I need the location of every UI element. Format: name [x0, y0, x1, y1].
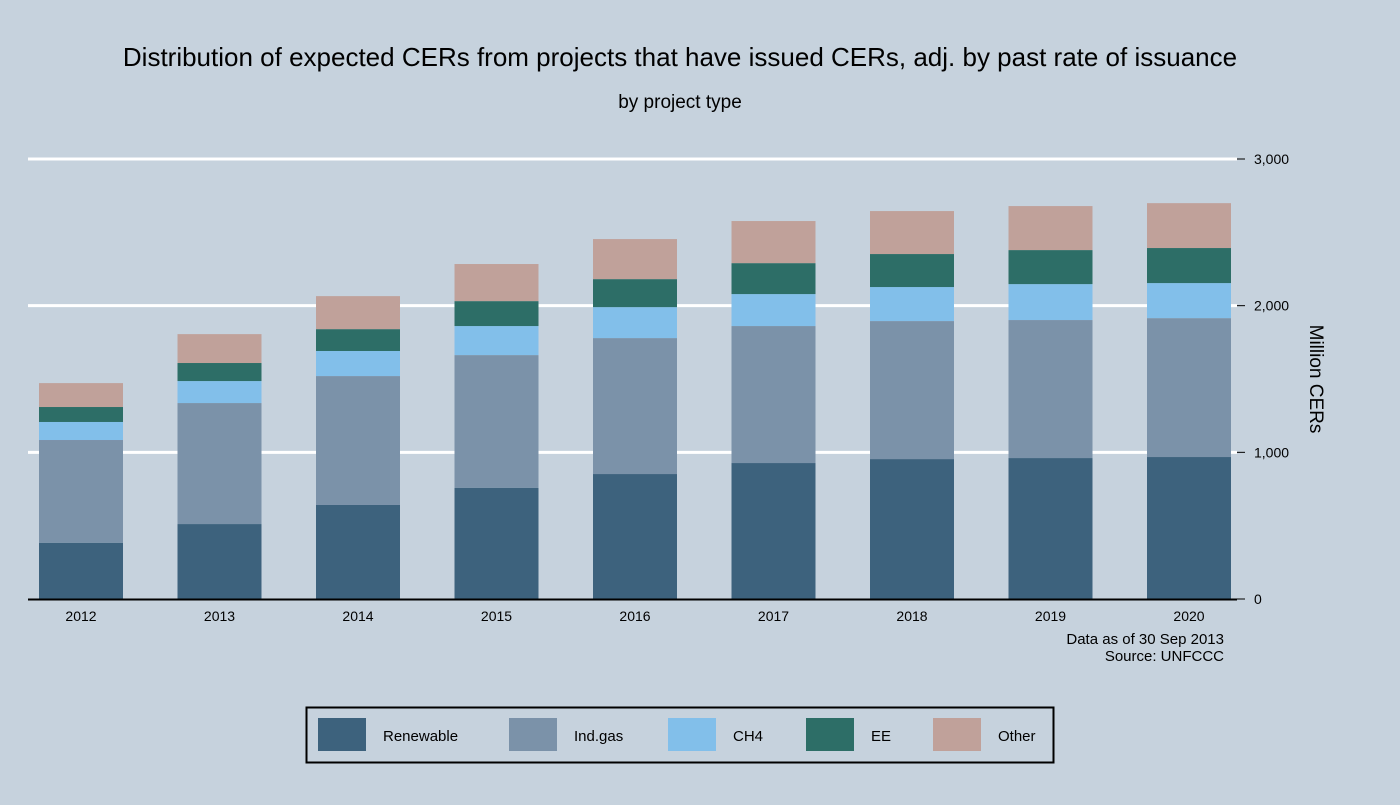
bar-ind-gas-2020	[1147, 318, 1231, 458]
bar-ind-gas-2017	[731, 326, 816, 464]
x-tick-label: 2018	[896, 608, 927, 624]
x-tick-label: 2013	[204, 608, 235, 624]
bar-renewable-2013	[177, 524, 262, 599]
bar-other-2012	[39, 383, 123, 408]
bar-renewable-2014	[316, 504, 400, 599]
bar-ee-2017	[731, 263, 816, 295]
annotation-data-date: Data as of 30 Sep 2013	[1066, 631, 1224, 648]
bar-ind-gas-2018	[870, 321, 954, 460]
bar-renewable-2017	[731, 463, 816, 599]
bar-other-2015	[454, 264, 539, 302]
bar-ch4-2017	[731, 294, 816, 327]
legend-label: EE	[871, 728, 891, 745]
bar-renewable-2020	[1147, 457, 1231, 599]
chart-title: Distribution of expected CERs from proje…	[123, 42, 1237, 72]
legend-label: Renewable	[383, 728, 458, 745]
bar-ch4-2015	[454, 326, 539, 356]
bar-other-2019	[1008, 206, 1093, 251]
bar-ch4-2019	[1008, 284, 1093, 321]
legend: Renewable Ind.gas CH4 EE Other	[305, 706, 1055, 764]
bar-renewable-2015	[454, 487, 539, 599]
legend-swatch-ee	[806, 718, 854, 751]
x-tick-label: 2017	[758, 608, 789, 624]
bar-ind-gas-2013	[177, 403, 262, 525]
bar-ee-2012	[39, 407, 123, 422]
bar-renewable-2019	[1008, 458, 1093, 599]
bar-renewable-2016	[593, 474, 677, 599]
bar-other-2014	[316, 296, 400, 330]
bar-ee-2014	[316, 329, 400, 351]
bar-ee-2020	[1147, 248, 1231, 284]
y-tick-label: 1,000	[1254, 444, 1289, 460]
annotation-source: Source: UNFCCC	[1105, 648, 1224, 665]
bar-ind-gas-2016	[593, 338, 677, 475]
bar-ee-2016	[593, 279, 677, 308]
bar-other-2016	[593, 239, 677, 280]
bars	[39, 203, 1231, 599]
y-tick-labels: 0 1,000 2,000 3,000	[1237, 151, 1289, 607]
x-tick-label: 2020	[1173, 608, 1204, 624]
legend-swatch-ind-gas	[509, 718, 557, 751]
legend-swatch-other	[933, 718, 981, 751]
bar-ee-2019	[1008, 250, 1093, 285]
legend-box	[305, 706, 1055, 764]
x-tick-label: 2019	[1035, 608, 1066, 624]
bar-ind-gas-2014	[316, 376, 400, 505]
x-tick-label: 2015	[481, 608, 512, 624]
bar-other-2018	[870, 211, 954, 255]
bar-ch4-2020	[1147, 283, 1231, 319]
bar-ch4-2014	[316, 350, 400, 377]
legend-label: CH4	[733, 728, 763, 745]
x-tick-label: 2016	[619, 608, 650, 624]
legend-swatch-renewable	[318, 718, 366, 751]
x-tick-label: 2012	[65, 608, 96, 624]
bar-ee-2018	[870, 254, 954, 288]
y-tick-label: 2,000	[1254, 298, 1289, 314]
bar-other-2017	[731, 221, 816, 264]
bar-other-2013	[177, 334, 262, 364]
bar-renewable-2012	[39, 542, 123, 599]
bar-ch4-2016	[593, 307, 677, 339]
x-tick-labels: 2012 2013 2014 2015 2016 2017 2018 2019 2020	[65, 608, 1204, 624]
bar-ind-gas-2015	[454, 355, 539, 488]
bar-other-2020	[1147, 203, 1231, 249]
bar-ind-gas-2019	[1008, 320, 1093, 459]
chart-subtitle: by project type	[618, 92, 742, 113]
bar-ch4-2013	[177, 381, 262, 404]
bar-renewable-2018	[870, 459, 954, 599]
bar-ch4-2018	[870, 287, 954, 322]
legend-swatch-ch4	[668, 718, 716, 751]
bar-ch4-2012	[39, 421, 123, 441]
legend-label: Other	[998, 728, 1036, 745]
bar-ind-gas-2012	[39, 440, 123, 543]
legend-label: Ind.gas	[574, 728, 623, 745]
y-axis-label: Million CERs	[1305, 325, 1326, 434]
y-tick-label: 3,000	[1254, 151, 1289, 167]
bar-ee-2013	[177, 363, 262, 382]
x-tick-label: 2014	[342, 608, 373, 624]
y-tick-label: 0	[1254, 591, 1262, 607]
bar-ee-2015	[454, 301, 539, 327]
